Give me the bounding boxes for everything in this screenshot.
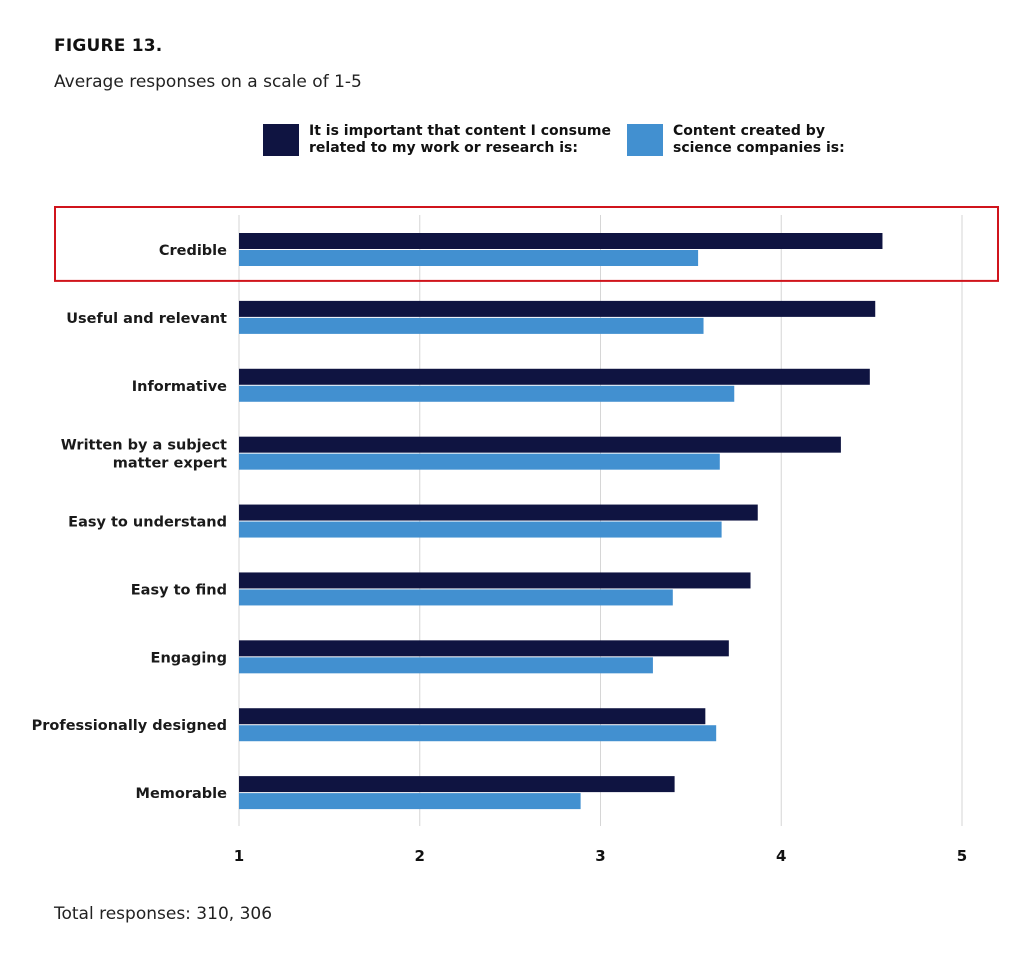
bar-series-2 — [239, 725, 717, 742]
category-label: Easy to find — [131, 582, 227, 598]
figure-title: FIGURE 13. — [54, 36, 163, 56]
bar-series-2 — [239, 453, 720, 470]
legend-item-series-1: It is important that content I consume r… — [263, 123, 612, 157]
total-responses-note: Total responses: 310, 306 — [54, 904, 273, 924]
bar-series-1 — [239, 776, 675, 793]
legend-label-series-1: It is important that content I consume r… — [309, 123, 612, 156]
bar-series-1 — [239, 368, 870, 385]
bar-series-2 — [239, 657, 653, 674]
legend-swatch-series-2 — [627, 124, 663, 156]
category-label: Engaging — [151, 650, 227, 666]
bar-series-2 — [239, 317, 704, 334]
category-label: Informative — [132, 379, 227, 395]
category-label: Professionally designed — [32, 718, 227, 734]
category-label: Easy to understand — [68, 515, 227, 531]
bar-series-1 — [239, 436, 841, 453]
category-label: Credible — [159, 243, 227, 259]
highlight-box — [54, 206, 999, 282]
x-tick-label: 3 — [595, 847, 605, 865]
bar-series-1 — [239, 708, 706, 725]
legend-item-series-2: Content created by science companies is: — [627, 123, 845, 157]
bar-series-1 — [239, 504, 758, 521]
category-label: Memorable — [136, 786, 228, 802]
chart-subtitle: Average responses on a scale of 1-5 — [54, 72, 362, 92]
bar-series-2 — [239, 793, 581, 810]
x-tick-label: 5 — [957, 847, 967, 865]
x-tick-label: 1 — [234, 847, 244, 865]
legend-label-series-2: Content created by science companies is: — [673, 123, 845, 156]
bar-series-1 — [239, 300, 876, 317]
x-tick-label: 2 — [415, 847, 425, 865]
category-label: Written by a subject matter expert — [61, 438, 227, 472]
bar-series-2 — [239, 521, 722, 538]
bar-series-2 — [239, 385, 735, 402]
legend-swatch-series-1 — [263, 124, 299, 156]
category-label: Useful and relevant — [66, 311, 227, 327]
bar-series-1 — [239, 572, 751, 589]
bar-series-2 — [239, 250, 699, 266]
bar-series-2 — [239, 589, 673, 606]
bar-series-1 — [239, 233, 883, 249]
bar-series-1 — [239, 640, 729, 657]
x-tick-label: 4 — [776, 847, 786, 865]
